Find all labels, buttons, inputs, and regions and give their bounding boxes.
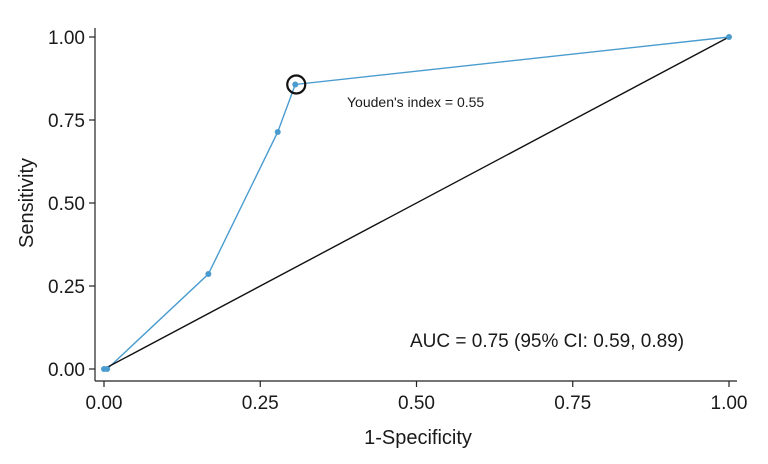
- y-tick-label: 0.00: [48, 360, 85, 381]
- axes: [94, 28, 737, 382]
- auc-annotation: AUC = 0.75 (95% CI: 0.59, 0.89): [410, 331, 684, 352]
- roc-point: [726, 34, 732, 40]
- x-tick-label: 0.75: [554, 393, 591, 414]
- youden-highlight-circle: [286, 74, 307, 95]
- ticks: 0.00 0.25 0.50 0.75 1.00 0.00 0.25 0.50 0.75 1.00: [48, 28, 747, 414]
- reference-diagonal-line: [103, 36, 730, 370]
- series: [103, 36, 730, 370]
- roc-point: [104, 366, 111, 372]
- y-tick-label: 1.00: [48, 28, 85, 49]
- y-axis-title: Sensitivity: [16, 158, 38, 248]
- y-tick-label: 0.75: [48, 111, 85, 132]
- x-tick-label: 0.50: [398, 393, 435, 414]
- roc-point: [205, 271, 212, 278]
- roc-point: [292, 81, 299, 88]
- roc-point: [274, 128, 281, 135]
- x-axis-title: 1-Specificity: [364, 427, 472, 449]
- x-tick-label: 1.00: [711, 393, 748, 414]
- youden-annotation: Youden's index = 0.55: [347, 94, 484, 110]
- x-tick-label: 0.25: [242, 393, 279, 414]
- y-tick-label: 0.50: [48, 194, 85, 215]
- x-tick-label: 0.00: [86, 393, 123, 414]
- points: [101, 34, 732, 372]
- y-tick-label: 0.25: [48, 277, 85, 298]
